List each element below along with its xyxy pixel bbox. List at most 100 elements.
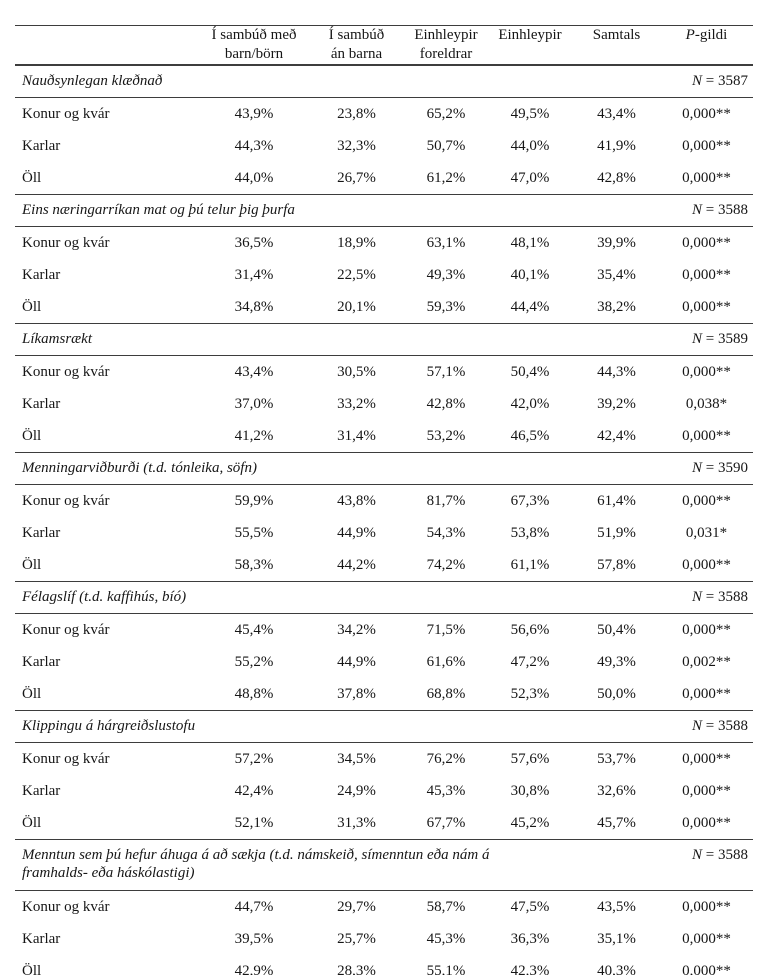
n-number: = 3588 <box>702 846 748 863</box>
cell-value: 50,4% <box>597 622 636 639</box>
cell-value: 53,8% <box>510 525 550 541</box>
cell-value: 41,2% <box>234 427 274 444</box>
cell-value: 0,031* <box>685 525 728 541</box>
cell-value: 48,8% <box>234 685 274 702</box>
row-label: Öll <box>22 427 42 444</box>
section-title-text: Klippingu á hárgreiðslustofu <box>22 717 196 734</box>
cell-value: 50,7% <box>426 138 466 154</box>
row-label: Öll <box>22 556 42 573</box>
row-label: Öll <box>22 298 42 315</box>
cell-value: 0,000** <box>682 493 731 510</box>
cell-value: 0,000** <box>682 138 731 154</box>
n-number: = 3587 <box>702 72 748 89</box>
cell-value: 52,3% <box>510 685 550 702</box>
section-title: Eins næringarríkan mat og þú telur þig þ… <box>15 193 660 228</box>
row-label: Konur og kvár <box>22 235 110 252</box>
p-label-rest: -gildi <box>694 27 728 43</box>
n-number: = 3588 <box>702 588 748 605</box>
cell-value: 28,3% <box>337 962 376 975</box>
cell-value: 49,3% <box>597 654 636 670</box>
cell-value: 39,9% <box>597 235 636 252</box>
cell-value: 42,9% <box>234 962 274 975</box>
cell-value: 44,2% <box>337 556 376 573</box>
cell-value: 47,5% <box>510 899 550 915</box>
cell-value: 18,9% <box>337 235 376 252</box>
section-header-row: Líkamsrækt N = 3589 <box>15 322 753 357</box>
cell-value: 53,2% <box>426 427 466 444</box>
n-symbol: N <box>692 201 703 218</box>
header-col-single-parents: Einhleypir foreldrar <box>405 25 487 66</box>
cell-value: 49,5% <box>510 106 550 123</box>
cell-value: 50,4% <box>510 364 550 381</box>
cell-value: 44,9% <box>337 654 376 670</box>
cell-value: 0,000** <box>682 622 731 639</box>
cell-value: 32,6% <box>597 783 636 799</box>
section-n-value: N = 3587 <box>660 63 753 99</box>
header-row: Í sambúð með barn/börn Í sambúð án barna… <box>15 25 753 66</box>
row-label: Konur og kvár <box>22 493 110 510</box>
section-title-text: Menntun sem þú hefur áhuga á að sækja (t… <box>22 846 490 882</box>
cell-value: 0,000** <box>682 267 731 283</box>
cell-value: 47,0% <box>510 169 550 186</box>
section-n-value: N = 3588 <box>660 580 753 615</box>
cell-value: 34,5% <box>337 751 376 768</box>
cell-value: 0,000** <box>682 899 731 915</box>
cell-value: 58,7% <box>426 899 466 915</box>
table-row: Öll 58,3% 44,2% 74,2% 61,1% 57,8% 0,000** <box>15 549 753 581</box>
cell-value: 55,2% <box>234 654 274 670</box>
row-label: Karlar <box>22 525 61 541</box>
cell-value: 52,1% <box>234 814 274 831</box>
row-label: Karlar <box>22 267 61 283</box>
header-col-p-value: P-gildi <box>660 25 753 66</box>
row-label: Öll <box>22 169 42 186</box>
row-label: Öll <box>22 814 42 831</box>
cell-value: 61,2% <box>426 169 466 186</box>
cell-value: 25,7% <box>337 930 376 947</box>
cell-value: 43,4% <box>234 364 274 381</box>
cell-value: 43,5% <box>597 899 636 915</box>
table-header: Í sambúð með barn/börn Í sambúð án barna… <box>15 25 753 66</box>
cell-value: 44,3% <box>597 364 636 381</box>
cell-value: 26,7% <box>337 169 376 186</box>
table-row: Karlar 55,5% 44,9% 54,3% 53,8% 51,9% 0,031* <box>15 517 753 549</box>
cell-value: 34,8% <box>234 298 274 315</box>
n-symbol: N <box>692 459 703 476</box>
section-title-text: Líkamsrækt <box>22 330 93 347</box>
table-row: Öll 34,8% 20,1% 59,3% 44,4% 38,2% 0,000** <box>15 291 753 323</box>
cell-value: 42,4% <box>597 427 636 444</box>
cell-value: 0,000** <box>682 962 731 975</box>
cell-value: 0,000** <box>682 930 731 947</box>
cell-value: 35,1% <box>597 930 636 947</box>
section-n-value: N = 3590 <box>660 451 753 486</box>
table-row: Öll 48,8% 37,8% 68,8% 52,3% 50,0% 0,000** <box>15 678 753 710</box>
cell-value: 44,4% <box>510 298 550 315</box>
n-number: = 3588 <box>702 201 748 218</box>
cell-value: 53,7% <box>597 751 636 768</box>
cell-value: 0,000** <box>682 427 731 444</box>
header-col-cohabiting-no-children: Í sambúð án barna <box>308 25 405 66</box>
cell-value: 30,8% <box>510 783 550 799</box>
cell-value: 44,3% <box>234 138 274 154</box>
cell-value: 67,3% <box>510 493 550 510</box>
section-title: Menningarviðburði (t.d. tónleika, söfn) <box>15 451 660 486</box>
section-title-text: Nauðsynlegan klæðnað <box>22 72 163 89</box>
cell-value: 44,0% <box>510 138 550 154</box>
cell-value: 44,0% <box>234 169 274 186</box>
cell-value: 42,3% <box>510 962 550 975</box>
cell-value: 43,4% <box>597 106 636 123</box>
cell-value: 36,3% <box>510 930 550 947</box>
table-row: Konur og kvár 36,5% 18,9% 63,1% 48,1% 39,9% 0,… <box>15 227 753 259</box>
cell-value: 32,3% <box>337 138 376 154</box>
cell-value: 0,000** <box>682 783 731 799</box>
cell-value: 61,6% <box>426 654 466 670</box>
table-row: Karlar 44,3% 32,3% 50,7% 44,0% 41,9% 0,000** <box>15 130 753 162</box>
cell-value: 33,2% <box>337 396 376 412</box>
cell-value: 63,1% <box>426 235 466 252</box>
section-title: Félagslíf (t.d. kaffihús, bíó) <box>15 580 660 615</box>
cell-value: 74,2% <box>426 556 466 573</box>
cell-value: 36,5% <box>234 235 274 252</box>
cell-value: 55,1% <box>426 962 466 975</box>
cell-value: 68,8% <box>426 685 466 702</box>
cell-value: 61,1% <box>510 556 550 573</box>
